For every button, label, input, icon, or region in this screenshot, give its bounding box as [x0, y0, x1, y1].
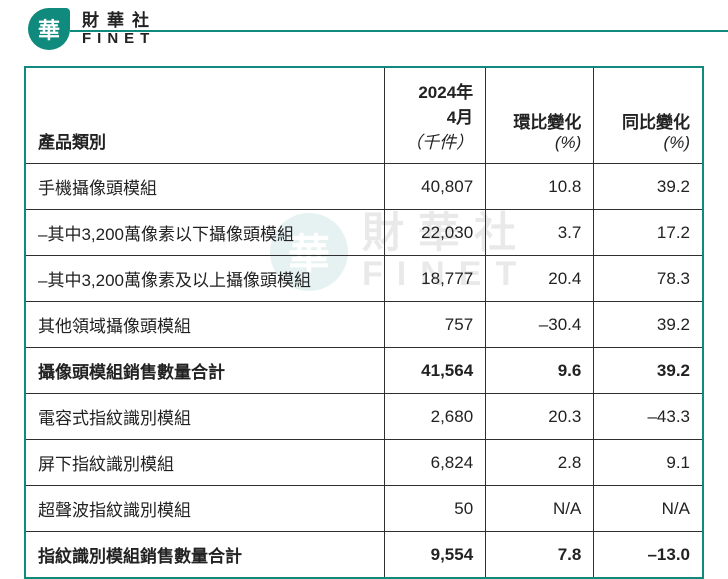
cell-value: 22,030: [384, 210, 485, 256]
cell-yoy: 39.2: [594, 164, 702, 210]
cell-yoy: 39.2: [594, 348, 702, 394]
cell-mom: N/A: [486, 486, 594, 532]
cell-mom: 20.4: [486, 256, 594, 302]
cell-value: 2,680: [384, 394, 485, 440]
cell-mom: 7.8: [486, 532, 594, 578]
cell-value: 41,564: [384, 348, 485, 394]
cell-value: 18,777: [384, 256, 485, 302]
th-mom: 環比變化 (%): [486, 68, 594, 164]
cell-yoy: 17.2: [594, 210, 702, 256]
cell-mom: –30.4: [486, 302, 594, 348]
table-row: 手機攝像頭模組40,80710.839.2: [26, 164, 702, 210]
th-value: 2024年 4月 （千件）: [384, 68, 485, 164]
brand-name-cn: 財華社: [82, 11, 157, 31]
th-yoy: 同比變化 (%): [594, 68, 702, 164]
cell-category: 手機攝像頭模組: [26, 164, 384, 210]
cell-yoy: 9.1: [594, 440, 702, 486]
cell-category: 其他領域攝像頭模組: [26, 302, 384, 348]
cell-yoy: 78.3: [594, 256, 702, 302]
brand-logo-icon: 華: [28, 8, 70, 50]
th-value-line2: 4月: [447, 108, 473, 127]
table-row: 攝像頭模組銷售數量合計41,5649.639.2: [26, 348, 702, 394]
cell-category: –其中3,200萬像素及以上攝像頭模組: [26, 256, 384, 302]
cell-mom: 9.6: [486, 348, 594, 394]
cell-mom: 2.8: [486, 440, 594, 486]
brand-header: 華 財華社 FINET: [0, 0, 728, 60]
table-row: 屏下指紋識別模組6,8242.89.1: [26, 440, 702, 486]
th-yoy-unit: (%): [664, 133, 690, 152]
cell-category: –其中3,200萬像素以下攝像頭模組: [26, 210, 384, 256]
cell-value: 50: [384, 486, 485, 532]
cell-value: 40,807: [384, 164, 485, 210]
th-yoy-label: 同比變化: [622, 113, 690, 132]
table-row: –其中3,200萬像素及以上攝像頭模組18,77720.478.3: [26, 256, 702, 302]
cell-mom: 3.7: [486, 210, 594, 256]
th-category: 產品類別: [26, 68, 384, 164]
cell-value: 9,554: [384, 532, 485, 578]
table-row: 指紋識別模組銷售數量合計9,5547.8–13.0: [26, 532, 702, 578]
th-mom-unit: (%): [555, 133, 581, 152]
table-row: 超聲波指紋識別模組50N/AN/A: [26, 486, 702, 532]
th-mom-label: 環比變化: [513, 113, 581, 132]
cell-category: 指紋識別模組銷售數量合計: [26, 532, 384, 578]
cell-mom: 10.8: [486, 164, 594, 210]
th-value-unit: （千件）: [405, 133, 473, 152]
cell-yoy: N/A: [594, 486, 702, 532]
cell-category: 電容式指紋識別模組: [26, 394, 384, 440]
cell-yoy: –43.3: [594, 394, 702, 440]
table-row: 電容式指紋識別模組2,68020.3–43.3: [26, 394, 702, 440]
cell-yoy: –13.0: [594, 532, 702, 578]
th-value-line1: 2024年: [418, 83, 473, 102]
cell-mom: 20.3: [486, 394, 594, 440]
cell-value: 6,824: [384, 440, 485, 486]
th-category-label: 產品類別: [38, 133, 106, 152]
data-table-container: 產品類別 2024年 4月 （千件） 環比變化 (%) 同比變化 (%): [24, 66, 704, 579]
brand-name-en: FINET: [82, 30, 157, 47]
cell-category: 攝像頭模組銷售數量合計: [26, 348, 384, 394]
cell-yoy: 39.2: [594, 302, 702, 348]
cell-category: 超聲波指紋識別模組: [26, 486, 384, 532]
cell-value: 757: [384, 302, 485, 348]
brand-text: 財華社 FINET: [82, 11, 157, 48]
table-row: –其中3,200萬像素以下攝像頭模組22,0303.717.2: [26, 210, 702, 256]
cell-category: 屏下指紋識別模組: [26, 440, 384, 486]
data-table: 產品類別 2024年 4月 （千件） 環比變化 (%) 同比變化 (%): [26, 68, 702, 577]
table-body: 手機攝像頭模組40,80710.839.2–其中3,200萬像素以下攝像頭模組2…: [26, 164, 702, 578]
table-row: 其他領域攝像頭模組757–30.439.2: [26, 302, 702, 348]
